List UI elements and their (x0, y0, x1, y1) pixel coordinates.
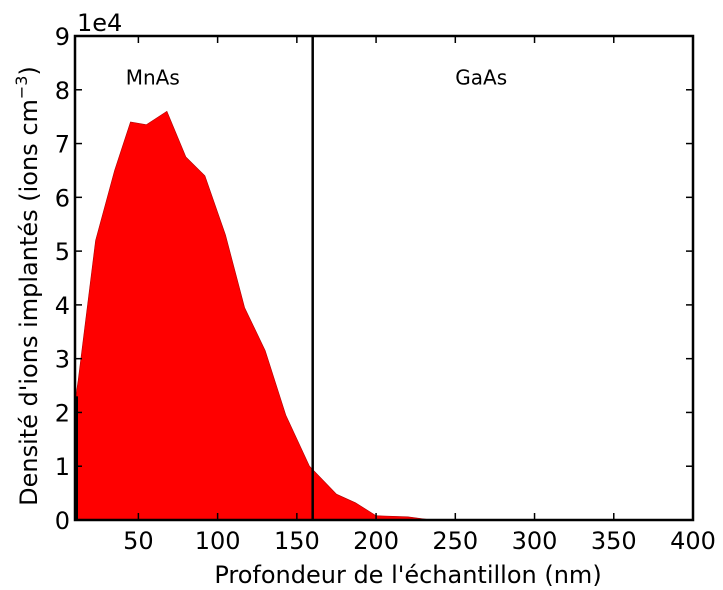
y-tick-label: 4 (55, 292, 70, 320)
y-tick-label: 6 (55, 184, 70, 212)
y-tick-label: 9 (55, 23, 70, 51)
x-tick-label: 350 (591, 527, 637, 555)
x-tick-label: 400 (670, 527, 716, 555)
x-tick-label: 250 (432, 527, 478, 555)
x-tick-label: 100 (195, 527, 241, 555)
x-axis-label: Profondeur de l'échantillon (nm) (214, 561, 601, 589)
x-tick-label: 50 (123, 527, 154, 555)
x-tick-label: 300 (512, 527, 558, 555)
y-offset-label: 1e4 (77, 9, 122, 37)
area-series-fill (74, 110, 693, 521)
y-tick-label: 7 (55, 131, 70, 159)
region-annotation: MnAs (126, 65, 180, 89)
y-tick-label: 3 (55, 346, 70, 374)
y-axis-label: Densité d'ions implantés (ions cm−3) (12, 66, 43, 506)
y-tick-label: 0 (55, 507, 70, 535)
x-tick-label: 200 (353, 527, 399, 555)
x-tick-label: 150 (274, 527, 320, 555)
y-tick-label: 5 (55, 238, 70, 266)
plot-frame (73, 34, 695, 522)
y-tick-label: 1 (55, 453, 70, 481)
y-tick-label: 2 (55, 399, 70, 427)
region-annotation: GaAs (455, 65, 507, 89)
y-tick-label: 8 (55, 77, 70, 105)
